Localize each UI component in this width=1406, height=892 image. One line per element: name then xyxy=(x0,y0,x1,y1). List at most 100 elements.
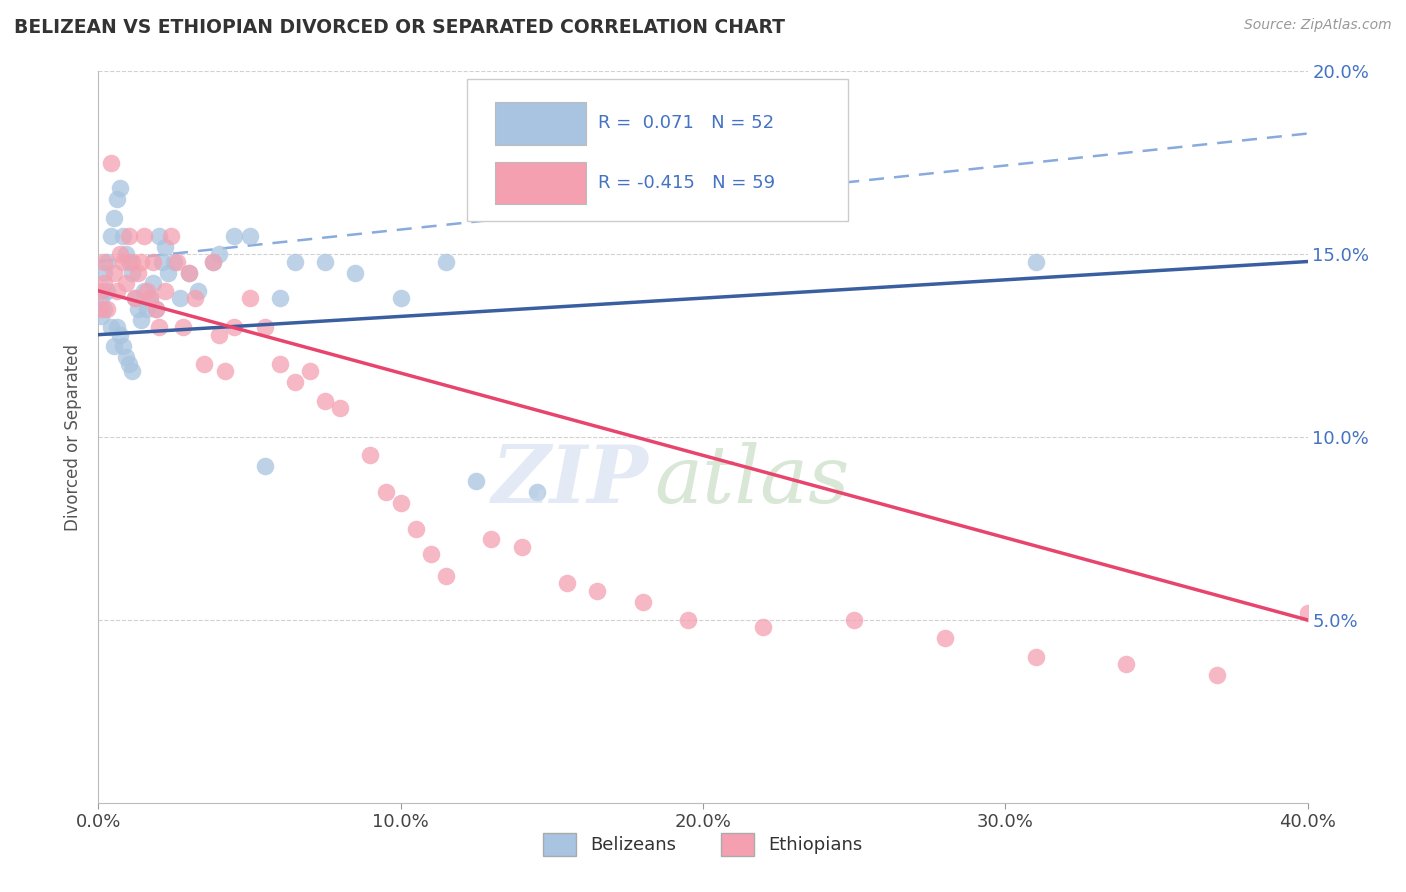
Point xyxy=(752,620,775,634)
Point xyxy=(118,357,141,371)
Point xyxy=(121,254,143,268)
Point xyxy=(142,277,165,291)
Point xyxy=(150,254,173,268)
Point xyxy=(108,181,131,195)
Point xyxy=(934,632,956,646)
Point xyxy=(187,284,209,298)
Point xyxy=(314,254,336,268)
Point xyxy=(374,485,396,500)
Point xyxy=(142,254,165,268)
Point xyxy=(153,284,176,298)
Point xyxy=(844,613,866,627)
Point xyxy=(103,266,125,280)
Point xyxy=(284,254,307,268)
Point xyxy=(135,284,157,298)
Point xyxy=(93,301,115,317)
Point xyxy=(586,583,609,598)
Point xyxy=(389,496,412,510)
Point xyxy=(284,375,307,389)
Point xyxy=(108,247,131,261)
Point xyxy=(111,229,134,244)
Point xyxy=(96,301,118,317)
FancyBboxPatch shape xyxy=(467,78,848,221)
Point xyxy=(105,320,128,334)
Point xyxy=(160,229,183,244)
Point xyxy=(481,533,503,547)
Point xyxy=(121,364,143,378)
Point xyxy=(118,254,141,268)
Point xyxy=(405,521,427,535)
Point xyxy=(253,320,276,334)
Point xyxy=(208,247,231,261)
Point xyxy=(114,277,136,291)
Point xyxy=(127,301,149,317)
Point xyxy=(169,291,191,305)
Point xyxy=(389,291,412,305)
Point xyxy=(510,540,533,554)
Point xyxy=(90,310,112,324)
Point xyxy=(166,254,188,268)
Point xyxy=(127,266,149,280)
Point xyxy=(90,284,112,298)
Point xyxy=(111,254,134,268)
Point xyxy=(114,350,136,364)
Point xyxy=(179,266,201,280)
Point xyxy=(239,291,262,305)
Point xyxy=(100,156,122,170)
Point xyxy=(1024,649,1046,664)
Point xyxy=(269,291,291,305)
Point xyxy=(124,291,146,305)
Point xyxy=(100,229,122,244)
Point xyxy=(139,291,162,305)
Point xyxy=(239,229,262,244)
Point xyxy=(96,284,118,298)
Point xyxy=(132,284,155,298)
Point xyxy=(163,254,186,268)
Point xyxy=(93,254,115,268)
Point xyxy=(184,291,207,305)
Point xyxy=(526,485,548,500)
Point xyxy=(90,301,112,317)
Point xyxy=(145,301,167,317)
Y-axis label: Divorced or Separated: Divorced or Separated xyxy=(65,343,83,531)
Point xyxy=(314,393,336,408)
Point xyxy=(135,301,157,317)
Point xyxy=(224,229,246,244)
FancyBboxPatch shape xyxy=(495,162,586,204)
Text: Source: ZipAtlas.com: Source: ZipAtlas.com xyxy=(1244,18,1392,32)
Text: R =  0.071   N = 52: R = 0.071 N = 52 xyxy=(598,114,773,132)
Point xyxy=(360,448,382,462)
Point xyxy=(121,266,143,280)
Point xyxy=(103,338,125,352)
Point xyxy=(145,301,167,317)
Point xyxy=(96,254,118,268)
Point xyxy=(114,247,136,261)
Point xyxy=(555,576,578,591)
Point xyxy=(344,266,367,280)
Text: BELIZEAN VS ETHIOPIAN DIVORCED OR SEPARATED CORRELATION CHART: BELIZEAN VS ETHIOPIAN DIVORCED OR SEPARA… xyxy=(14,18,785,37)
Point xyxy=(269,357,291,371)
Point xyxy=(100,320,122,334)
Point xyxy=(193,357,215,371)
Point xyxy=(172,320,194,334)
Point xyxy=(105,284,128,298)
Text: R = -0.415   N = 59: R = -0.415 N = 59 xyxy=(598,174,775,193)
Point xyxy=(148,320,170,334)
Point xyxy=(148,229,170,244)
Point xyxy=(253,459,276,474)
Point xyxy=(676,613,699,627)
Point xyxy=(329,401,352,415)
Point xyxy=(132,229,155,244)
Point xyxy=(111,338,134,352)
Point xyxy=(224,320,246,334)
Point xyxy=(202,254,225,268)
Point xyxy=(124,291,146,305)
Point xyxy=(1296,606,1319,620)
Text: atlas: atlas xyxy=(655,442,851,520)
Point xyxy=(103,211,125,225)
Point xyxy=(1115,657,1137,671)
Point xyxy=(1024,254,1046,268)
Point xyxy=(202,254,225,268)
Point xyxy=(153,240,176,254)
Point xyxy=(139,291,162,305)
